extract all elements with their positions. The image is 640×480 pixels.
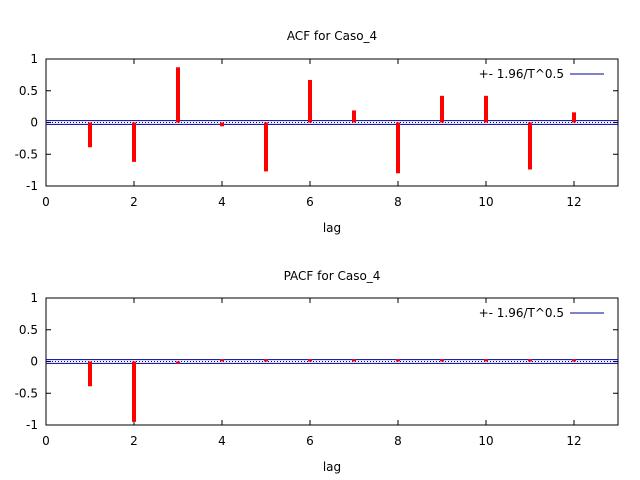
pacf-x-tick-label: 4 xyxy=(218,434,226,448)
pacf-y-axis: 1 0.5 0 -0.5 -1 xyxy=(15,291,618,432)
acf-panel: ACF for Caso_4 1 0.5 0 -0.5 -1 0 2 4 6 8 10 12 +- … xyxy=(15,29,619,235)
acf-x-axis: 0 2 4 6 8 10 12 xyxy=(42,59,582,209)
acf-x-tick-label: 6 xyxy=(306,195,314,209)
pacf-y-tick-label: 0 xyxy=(30,355,38,369)
pacf-title: PACF for Caso_4 xyxy=(284,269,381,283)
acf-y-tick-label: -0.5 xyxy=(15,147,38,161)
pacf-x-tick-label: 0 xyxy=(42,434,50,448)
pacf-x-axis: 0 2 4 6 8 10 12 xyxy=(42,298,582,448)
pacf-x-tick-label: 10 xyxy=(478,434,493,448)
acf-x-tick-label: 12 xyxy=(566,195,581,209)
acf-x-tick-label: 0 xyxy=(42,195,50,209)
acf-y-tick-label: 0 xyxy=(30,116,38,130)
acf-legend-label: +- 1.96/T^0.5 xyxy=(479,67,564,81)
pacf-x-tick-label: 8 xyxy=(394,434,402,448)
pacf-panel: PACF for Caso_4 1 0.5 0 -0.5 -1 0 2 4 6 8 10 12 +-… xyxy=(15,269,619,474)
pacf-y-tick-label: 0.5 xyxy=(19,323,38,337)
pacf-y-tick-label: 1 xyxy=(30,291,38,305)
pacf-x-label: lag xyxy=(323,460,341,474)
pacf-x-tick-label: 2 xyxy=(130,434,138,448)
acf-title: ACF for Caso_4 xyxy=(287,29,377,43)
pacf-y-tick-label: -1 xyxy=(26,418,38,432)
pacf-x-tick-label: 6 xyxy=(306,434,314,448)
acf-x-label: lag xyxy=(323,221,341,235)
acf-y-tick-label: 1 xyxy=(30,52,38,66)
acf-x-tick-label: 10 xyxy=(478,195,493,209)
acf-x-tick-label: 2 xyxy=(130,195,138,209)
pacf-legend-label: +- 1.96/T^0.5 xyxy=(479,306,564,320)
acf-y-tick-label: -1 xyxy=(26,179,38,193)
pacf-bars xyxy=(88,359,576,422)
acf-x-tick-label: 8 xyxy=(394,195,402,209)
acf-y-axis: 1 0.5 0 -0.5 -1 xyxy=(15,52,618,193)
pacf-x-tick-label: 12 xyxy=(566,434,581,448)
acf-y-tick-label: 0.5 xyxy=(19,84,38,98)
acf-bars xyxy=(88,67,576,174)
acf-x-tick-label: 4 xyxy=(218,195,226,209)
pacf-y-tick-label: -0.5 xyxy=(15,386,38,400)
